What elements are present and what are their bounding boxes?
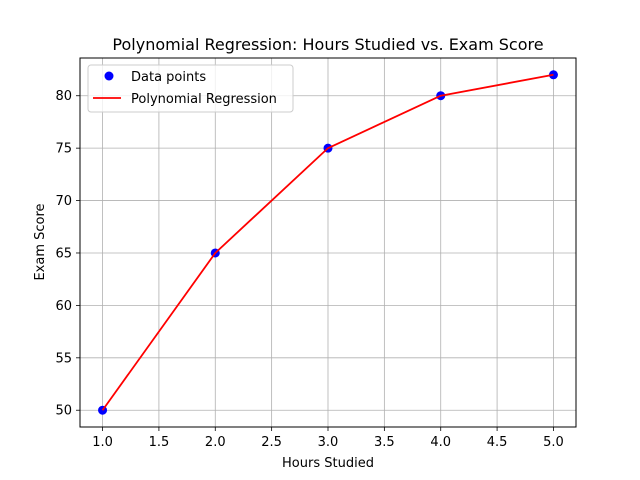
regression-line	[101, 73, 554, 411]
x-tick-label: 1.5	[149, 435, 170, 450]
x-tick-label: 3.5	[374, 435, 395, 450]
y-tick-label: 60	[55, 299, 72, 314]
y-tick-label: 80	[55, 89, 72, 104]
chart-title: Polynomial Regression: Hours Studied vs.…	[112, 35, 543, 54]
y-axis-ticks: 50 55 60 65 70 75 80	[55, 89, 80, 419]
x-tick-label: 1.0	[92, 435, 113, 450]
x-tick-label: 2.0	[205, 435, 226, 450]
x-tick-label: 2.5	[261, 435, 282, 450]
y-tick-label: 65	[55, 246, 72, 261]
y-tick-label: 50	[55, 404, 72, 419]
legend: Data points Polynomial Regression	[87, 64, 294, 113]
x-tick-label: 5.0	[543, 435, 564, 450]
series-layer	[98, 70, 558, 415]
legend-marker-data-points	[104, 71, 114, 81]
y-tick-label: 75	[55, 142, 72, 157]
x-axis-label: Hours Studied	[282, 456, 374, 471]
y-tick-label: 70	[55, 194, 72, 209]
x-tick-label: 3.0	[318, 435, 339, 450]
x-tick-label: 4.5	[487, 435, 508, 450]
y-tick-label: 55	[55, 351, 72, 366]
legend-label-data-points: Data points	[131, 70, 206, 85]
x-axis-ticks: 1.0 1.5 2.0 2.5 3.0 3.5 4.0 4.5 5.0	[92, 427, 564, 450]
legend-box	[87, 64, 294, 113]
legend-label-regression: Polynomial Regression	[131, 92, 277, 107]
x-tick-label: 4.0	[430, 435, 451, 450]
y-axis-label: Exam Score	[33, 203, 48, 280]
